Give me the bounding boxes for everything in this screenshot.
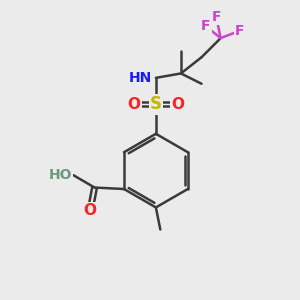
Text: O: O — [172, 97, 184, 112]
Text: O: O — [127, 97, 140, 112]
Text: O: O — [84, 203, 97, 218]
Text: F: F — [212, 10, 221, 24]
Text: HO: HO — [48, 168, 72, 182]
Text: HN: HN — [129, 71, 152, 85]
Text: S: S — [150, 95, 162, 113]
Text: F: F — [235, 24, 244, 38]
Text: F: F — [201, 19, 211, 33]
